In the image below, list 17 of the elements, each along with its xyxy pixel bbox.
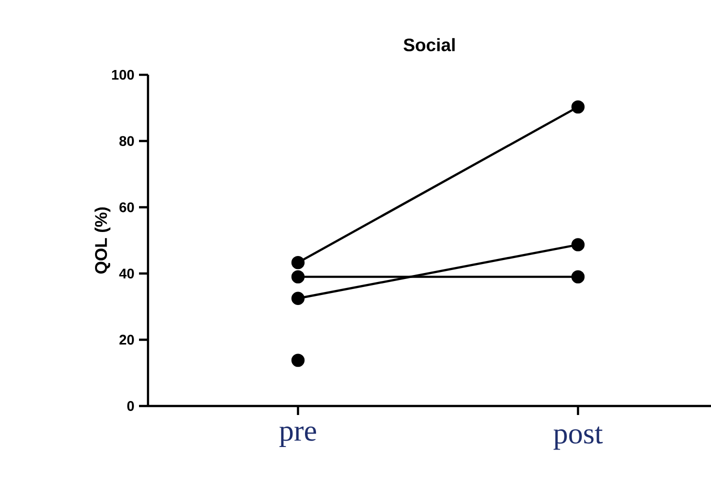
y-axis-title: QOL (%) <box>94 207 110 274</box>
y-tick-label: 40 <box>119 268 134 278</box>
point <box>571 270 585 284</box>
point <box>291 256 305 270</box>
chart-title: Social <box>404 38 455 52</box>
y-tick-label: 20 <box>119 334 134 345</box>
y-tick-label: 100 <box>112 70 134 80</box>
point <box>571 100 585 114</box>
y-tick-label: 80 <box>119 136 134 146</box>
x-tick-label: post <box>554 426 603 450</box>
point <box>291 354 305 367</box>
x-tick-label: pre <box>279 426 316 447</box>
y-tick-label: 0 <box>127 401 134 411</box>
point <box>291 270 305 284</box>
point <box>571 238 585 252</box>
point <box>291 292 305 305</box>
y-tick-label: 60 <box>119 202 134 212</box>
